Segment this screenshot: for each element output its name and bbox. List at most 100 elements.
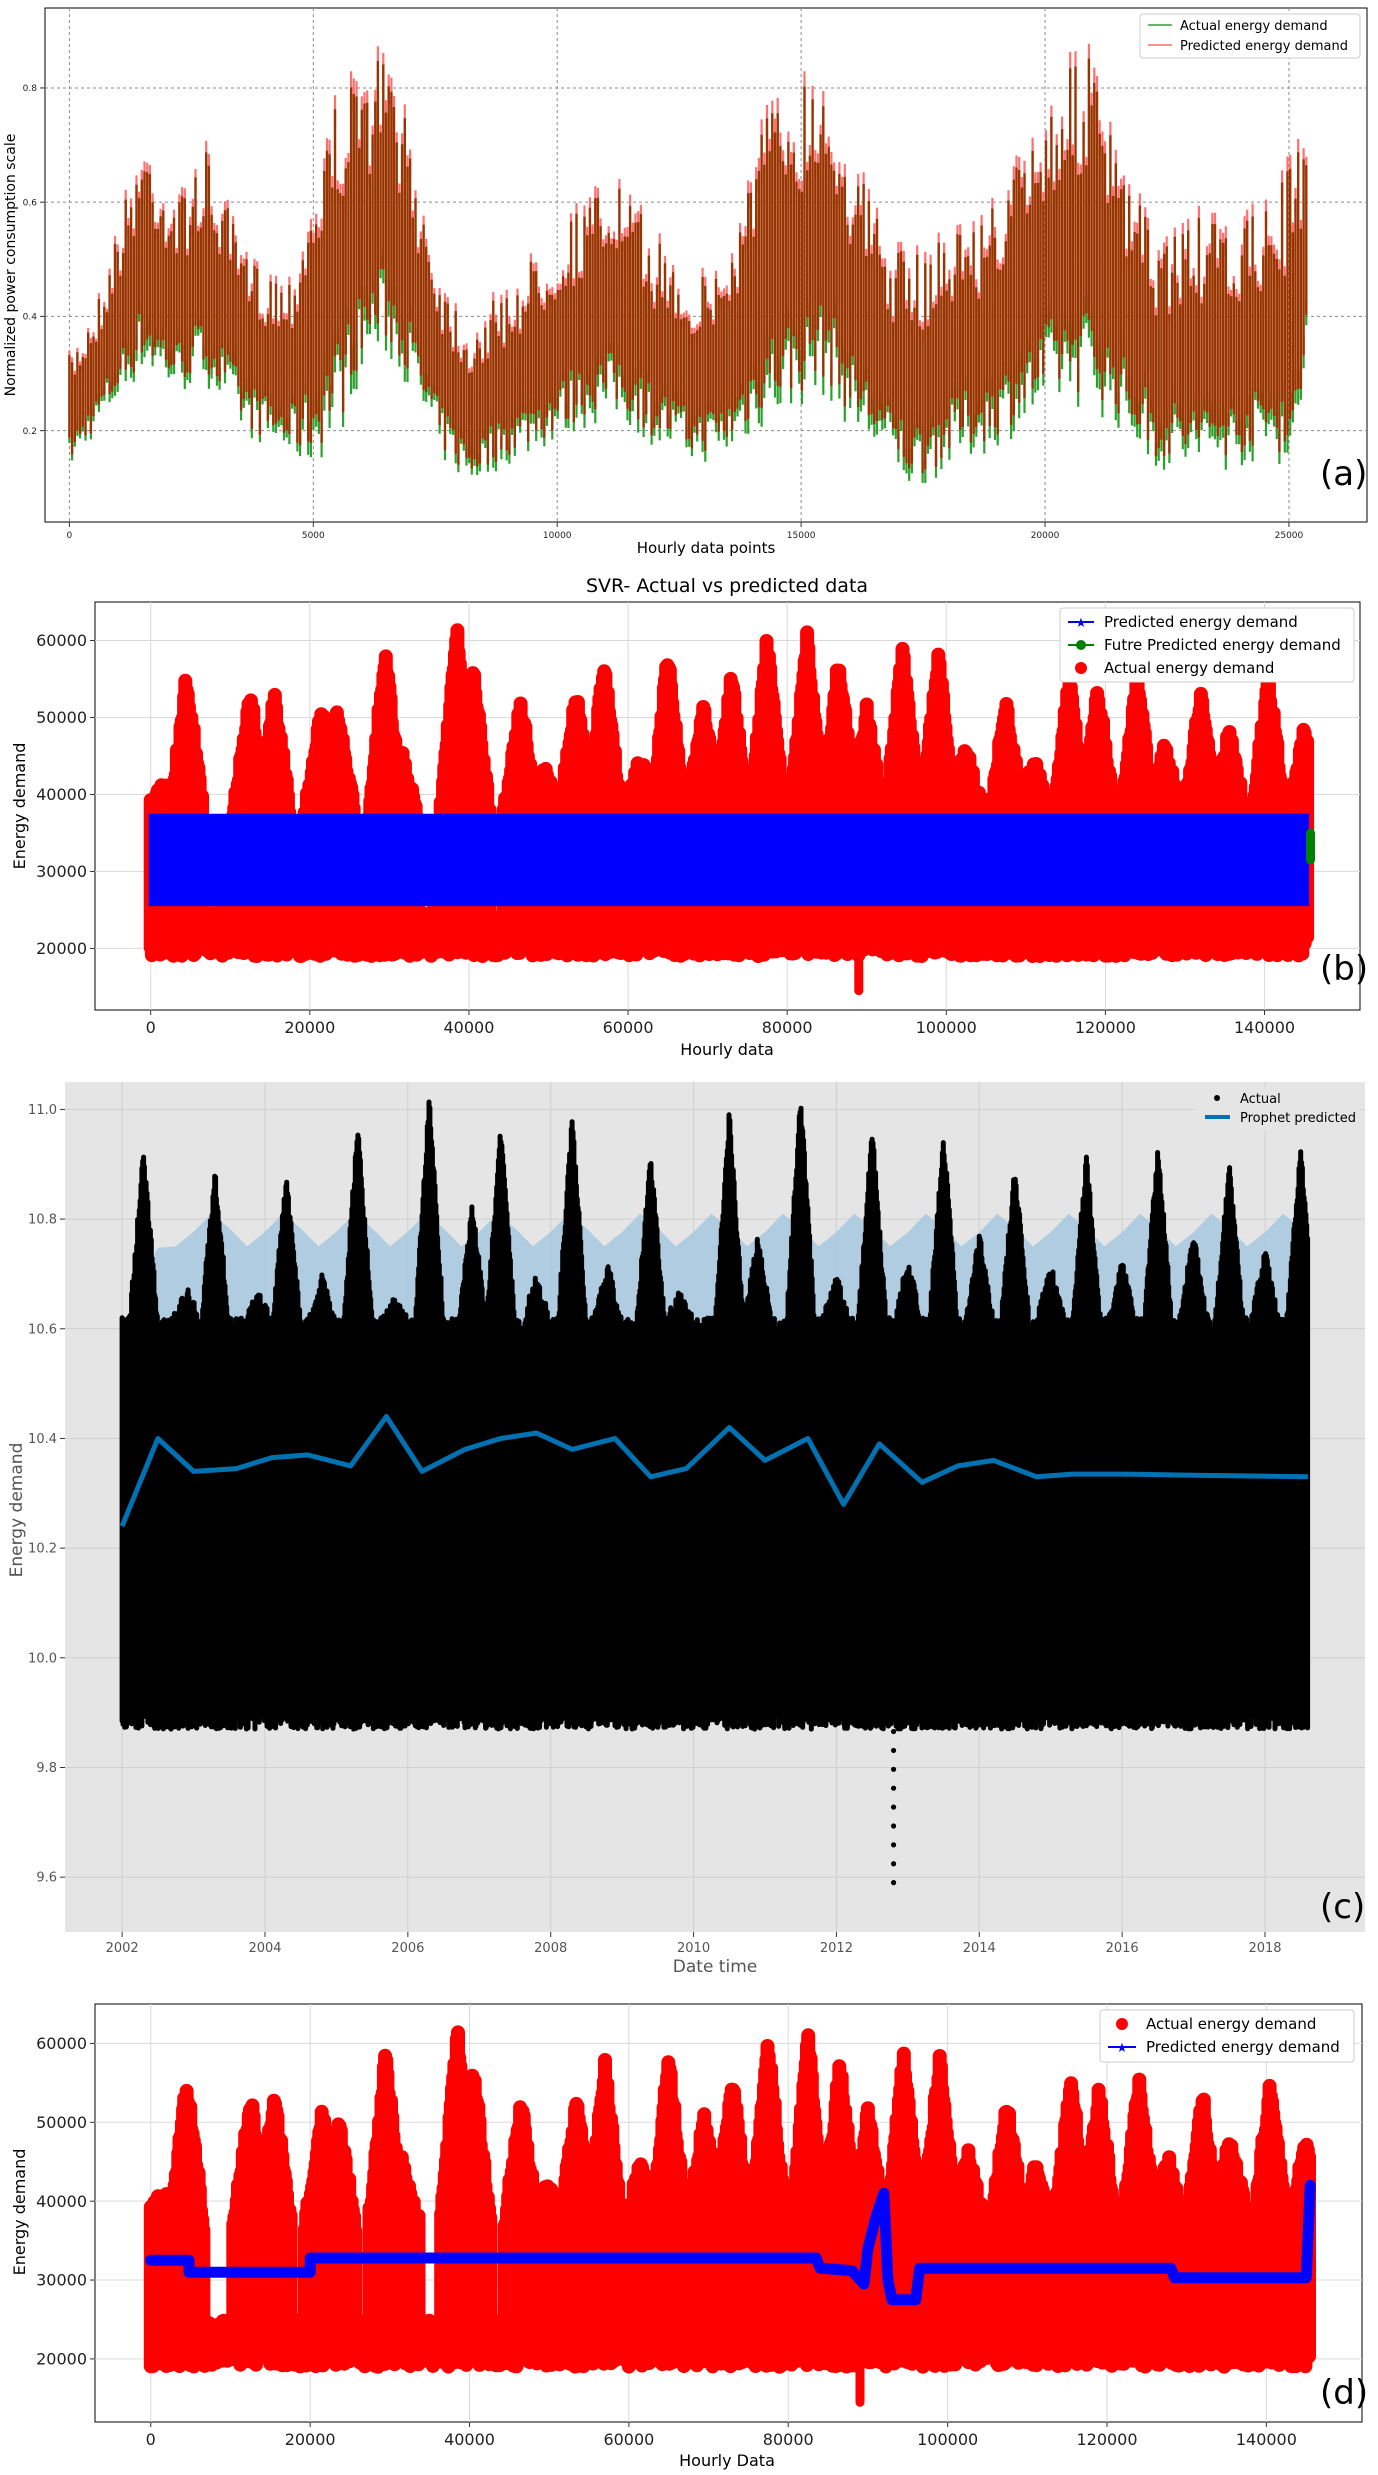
y-tick-label-d: 20000 [36, 2350, 87, 2369]
y-tick-label-a: 0.6 [23, 198, 38, 208]
x-tick-label-b: 80000 [762, 1018, 813, 1037]
y-tick-label-b: 20000 [36, 939, 87, 958]
legend-box-b [1059, 607, 1355, 683]
actual-outlier-point-c [890, 1747, 897, 1754]
predicted-energy-points-b [148, 813, 1310, 907]
x-tick-label-b: 100000 [916, 1018, 977, 1037]
x-tick-label-c: 2004 [248, 1941, 281, 1956]
y-tick-label-c: 9.6 [36, 1871, 57, 1886]
legend-label-actual-d: Actual energy demand [1146, 2015, 1316, 2033]
legend-label-prophet-c: Prophet predicted [1240, 1111, 1356, 1126]
legend-box-a [1139, 13, 1361, 59]
y-tick-label-a: 0.8 [23, 84, 38, 94]
legend-label-predicted-a: Predicted energy demand [1180, 39, 1348, 54]
actual-outlier-point-c [890, 1842, 897, 1848]
actual-outlier-point-c [890, 1804, 897, 1810]
y-tick-label-b: 30000 [36, 862, 87, 881]
panel-b: SVR- Actual vs predicted data 0 20000 4000… [10, 575, 1368, 1059]
x-tick-label-d: 120000 [1076, 2430, 1137, 2449]
x-tick-label-a: 25000 [1275, 531, 1304, 541]
x-tick-label-a: 15000 [787, 531, 816, 541]
y-axis-label-c: Energy demand [7, 1443, 27, 1578]
legend-label-future-b: Futre Predicted energy demand [1104, 636, 1341, 654]
legend-dot-actual-d [1116, 2018, 1128, 2030]
legend-label-actual-c: Actual [1240, 1092, 1281, 1107]
y-axis-label-d: Energy demand [10, 2149, 29, 2276]
x-tick-label-b: 0 [146, 1018, 156, 1037]
x-tick-label-d: 40000 [444, 2430, 495, 2449]
panel-tag-b: (b) [1320, 949, 1368, 989]
panel-c: 2002 2004 2006 2008 2010 2012 2014 2016 2018 9.6… [7, 1082, 1365, 1977]
y-tick-label-c: 10.0 [28, 1651, 57, 1666]
legend-label-actual-b: Actual energy demand [1104, 659, 1274, 677]
legend-star-marker-d: ★ [1116, 2041, 1128, 2056]
legend-label-actual-a: Actual energy demand [1180, 19, 1328, 34]
y-tick-label-b: 60000 [36, 631, 87, 650]
legend-a: Actual energy demand Predicted energy de… [1139, 13, 1361, 59]
actual-energy-points-d [143, 2025, 1316, 2374]
legend-star-marker-b: ★ [1075, 616, 1087, 631]
x-tick-label-a: 20000 [1031, 531, 1060, 541]
x-axis-label-c: Date time [673, 1957, 757, 1977]
y-tick-label-a: 0.2 [23, 427, 37, 437]
actual-outlier-point-c [890, 1880, 897, 1886]
legend-dot-future-b [1076, 640, 1086, 650]
x-tick-label-a: 5000 [302, 531, 325, 541]
legend-b: ★ Predicted energy demand Futre Predicte… [1059, 607, 1355, 683]
x-tick-label-d: 20000 [285, 2430, 336, 2449]
x-tick-label-d: 80000 [763, 2430, 814, 2449]
actual-outlier-point-c [890, 1785, 897, 1791]
actual-outlier-point-c [890, 1710, 897, 1716]
y-tick-label-c: 10.4 [28, 1432, 57, 1447]
legend-c: Actual Prophet predicted [1195, 1087, 1360, 1131]
legend-dot-actual-c [1214, 1095, 1220, 1101]
x-tick-label-b: 60000 [603, 1018, 654, 1037]
legend-label-predicted-d: Predicted energy demand [1146, 2038, 1340, 2056]
actual-points-c [119, 1099, 1311, 1732]
x-tick-label-c: 2018 [1248, 1941, 1281, 1956]
x-tick-label-c: 2002 [106, 1941, 139, 1956]
y-tick-label-c: 11.0 [28, 1103, 57, 1118]
x-tick-label-d: 140000 [1236, 2430, 1297, 2449]
legend-label-predicted-b: Predicted energy demand [1104, 613, 1298, 631]
legend-dot-actual-b [1075, 662, 1087, 674]
y-axis-label-b: Energy demand [10, 743, 29, 870]
actual-outlier-point-c [890, 1861, 897, 1867]
panel-tag-c: (c) [1320, 1887, 1365, 1927]
chart-title-b: SVR- Actual vs predicted data [586, 575, 868, 597]
x-tick-label-c: 2008 [534, 1941, 567, 1956]
x-tick-label-c: 2006 [391, 1941, 424, 1956]
x-axis-label-b: Hourly data [680, 1040, 774, 1059]
panel-a: 0 5000 10000 15000 20000 25000 0.2 0.4 0.6 0.8 H… [3, 7, 1368, 557]
x-axis-label-d: Hourly Data [679, 2451, 775, 2470]
y-tick-label-a: 0.4 [23, 313, 38, 323]
x-tick-label-d: 0 [146, 2430, 156, 2449]
x-tick-label-d: 100000 [917, 2430, 978, 2449]
y-tick-label-d: 50000 [36, 2113, 87, 2132]
predicted-energy-line-d [145, 2179, 1316, 2306]
x-tick-label-a: 10000 [543, 531, 572, 541]
x-tick-label-c: 2016 [1106, 1941, 1139, 1956]
x-tick-label-b: 120000 [1075, 1018, 1136, 1037]
y-tick-label-c: 10.2 [28, 1542, 57, 1557]
y-tick-label-d: 40000 [36, 2192, 87, 2211]
x-tick-label-b: 20000 [284, 1018, 335, 1037]
x-tick-label-c: 2014 [963, 1941, 996, 1956]
y-tick-label-d: 30000 [36, 2271, 87, 2290]
x-tick-label-a: 0 [67, 531, 73, 541]
y-tick-label-c: 10.6 [28, 1322, 57, 1337]
x-tick-label-b: 140000 [1234, 1018, 1295, 1037]
actual-outlier-point-c [890, 1823, 897, 1829]
y-tick-label-b: 40000 [36, 785, 87, 804]
y-axis-label-a: Normalized power consumption scale [3, 134, 19, 397]
panel-d: 0 20000 40000 60000 80000 100000 120000 140000 … [10, 2003, 1368, 2470]
x-axis-label-a: Hourly data points [637, 539, 776, 557]
x-tick-label-d: 60000 [603, 2430, 654, 2449]
y-tick-label-b: 50000 [36, 708, 87, 727]
panel-tag-a: (a) [1320, 454, 1367, 494]
x-tick-label-c: 2010 [677, 1941, 710, 1956]
x-tick-label-b: 40000 [443, 1018, 494, 1037]
y-tick-label-c: 9.8 [36, 1761, 57, 1776]
overlap-series-band-a [68, 58, 1308, 474]
actual-outlier-point-c [890, 1728, 897, 1735]
